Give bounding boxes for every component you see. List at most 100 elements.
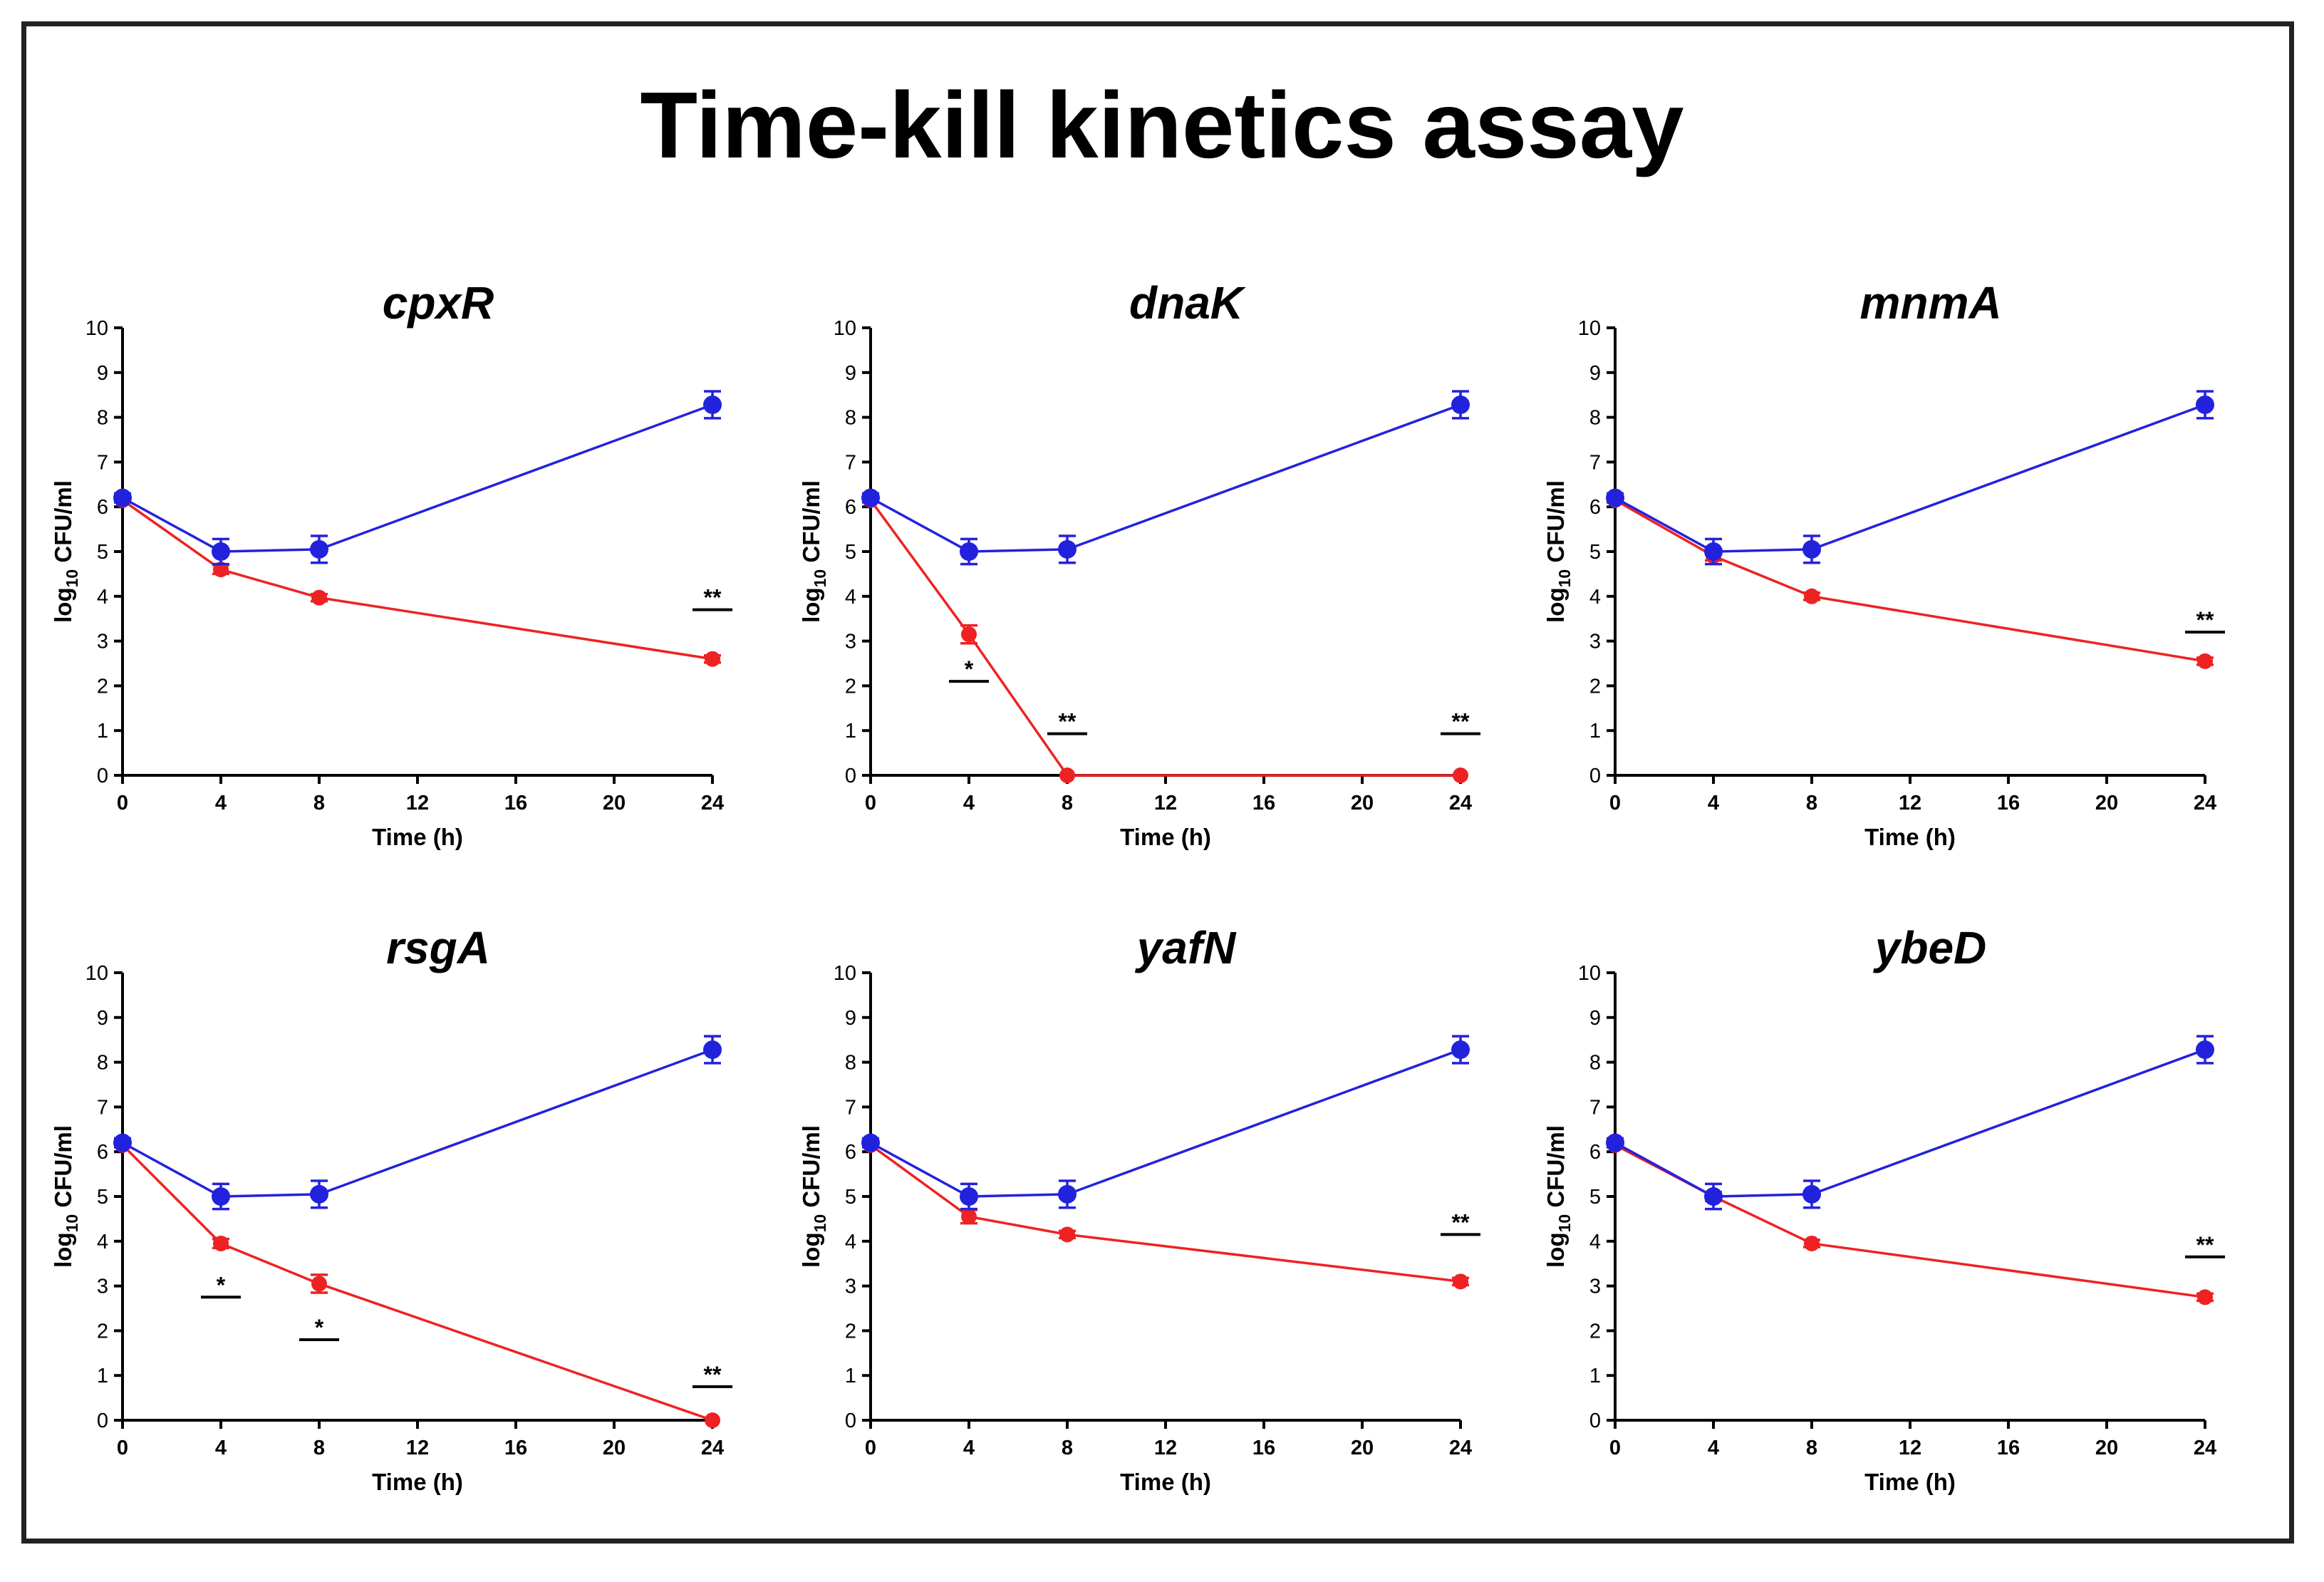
series-line-red [121, 1144, 713, 1422]
y-axis-label-suffix: CFU/ml [50, 1125, 76, 1214]
data-point-red [705, 1412, 720, 1428]
y-axis-label-subscript: 10 [811, 1214, 829, 1233]
y-tick-label: 9 [845, 362, 856, 385]
y-tick-label: 1 [845, 1365, 856, 1387]
data-point-red [213, 1235, 229, 1251]
y-tick-label: 2 [1589, 675, 1601, 698]
series-line-red [121, 499, 713, 661]
data-point-blue [1606, 488, 1624, 507]
x-tick-label: 24 [2194, 792, 2216, 815]
chart-panel-dnak: dnaK 0 1 2 3 4 5 6 7 8 9 10 0 4 8 12 16 20 24 Time (h) log1… [798, 267, 1525, 850]
y-tick-label: 7 [845, 1096, 856, 1119]
x-tick-label: 0 [865, 792, 876, 815]
y-tick-label: 2 [1589, 1320, 1601, 1343]
y-tick-label: 8 [1589, 407, 1601, 430]
y-tick-label: 4 [97, 586, 108, 609]
y-tick-label: 9 [97, 1007, 108, 1030]
y-tick-label: 1 [1589, 1365, 1601, 1387]
chart-panel-ybed: ybeD 0 1 2 3 4 5 6 7 8 9 10 0 4 8 12 16 20 24 Time (h) log1… [1542, 912, 2269, 1495]
y-tick-label: 3 [1589, 631, 1601, 653]
y-axis-label-subscript: 10 [63, 1214, 81, 1233]
x-tick-label: 24 [2194, 1437, 2216, 1459]
significance-label: ** [1452, 1209, 1470, 1235]
y-tick-label: 9 [97, 362, 108, 385]
y-tick-label: 6 [845, 1141, 856, 1164]
x-tick-label: 8 [1806, 792, 1817, 815]
x-tick-label: 0 [117, 1437, 128, 1459]
chart-title: dnaK [1129, 277, 1243, 329]
y-axis-label: log10 CFU/ml [1542, 1125, 1574, 1268]
y-tick-label: 8 [1589, 1052, 1601, 1075]
y-axis-label: log10 CFU/ml [50, 480, 81, 623]
series-line-blue [870, 1048, 1461, 1198]
x-tick-label: 12 [1154, 1437, 1177, 1459]
x-tick-label: 20 [1351, 1437, 1374, 1459]
y-tick-label: 7 [845, 451, 856, 474]
y-tick-label: 6 [845, 496, 856, 519]
significance-label: ** [704, 1362, 722, 1387]
series-line-red [1614, 1144, 2206, 1299]
significance-label: ** [1059, 709, 1077, 735]
y-tick-label: 5 [1589, 1186, 1601, 1209]
x-tick-label: 4 [1708, 792, 1719, 815]
series-line-red [1614, 499, 2206, 663]
y-tick-label: 4 [845, 586, 856, 609]
chart-panel-cpxr: cpxR 0 1 2 3 4 5 6 7 8 9 10 0 4 8 12 16 20 24 Time (h) log1… [50, 267, 777, 850]
y-tick-label: 2 [97, 1320, 108, 1343]
y-tick-label: 7 [97, 1096, 108, 1119]
data-point-blue [1058, 1184, 1077, 1204]
y-tick-label: 4 [1589, 586, 1601, 609]
y-axis-label-prefix: log [1542, 1232, 1569, 1267]
y-axis-label-prefix: log [50, 587, 76, 622]
y-tick-label: 1 [97, 1365, 108, 1387]
data-point-blue [703, 396, 722, 415]
data-point-blue [1704, 1187, 1723, 1206]
x-tick-label: 20 [603, 792, 626, 815]
x-axis-label: Time (h) [1120, 824, 1211, 850]
data-point-red [1804, 1235, 1820, 1251]
x-axis-label: Time (h) [372, 824, 463, 850]
x-axis-label: Time (h) [1864, 824, 1956, 850]
chart-title: mnmA [1859, 277, 2002, 329]
significance-label: ** [1452, 709, 1470, 735]
x-tick-label: 0 [1609, 1437, 1621, 1459]
x-tick-label: 20 [603, 1437, 626, 1459]
y-axis-label: log10 CFU/ml [1542, 480, 1574, 623]
y-tick-label: 1 [97, 720, 108, 743]
data-point-blue [310, 539, 328, 559]
x-tick-label: 4 [215, 792, 227, 815]
y-tick-label: 10 [834, 317, 856, 340]
data-point-blue [861, 488, 880, 507]
x-tick-label: 12 [406, 1437, 429, 1459]
x-tick-label: 16 [1997, 792, 2020, 815]
data-point-blue [310, 1184, 328, 1204]
data-point-blue [1802, 539, 1821, 559]
data-point-red [705, 651, 720, 667]
data-point-red [1453, 1273, 1468, 1290]
x-tick-label: 16 [504, 792, 527, 815]
series-line-blue [1614, 403, 2206, 553]
y-tick-label: 10 [85, 962, 108, 985]
y-axis-label-subscript: 10 [1555, 1214, 1574, 1233]
y-tick-label: 2 [97, 675, 108, 698]
y-tick-label: 4 [845, 1231, 856, 1253]
y-axis-label: log10 CFU/ml [798, 1125, 829, 1268]
y-tick-label: 5 [845, 1186, 856, 1209]
y-tick-label: 5 [845, 541, 856, 564]
data-point-red [2197, 653, 2213, 669]
y-tick-label: 3 [1589, 1276, 1601, 1298]
x-tick-label: 16 [1997, 1437, 2020, 1459]
x-tick-label: 24 [1449, 792, 1472, 815]
y-axis-label-suffix: CFU/ml [798, 1125, 824, 1214]
x-tick-label: 12 [1899, 1437, 1921, 1459]
y-tick-label: 8 [845, 1052, 856, 1075]
chart-title: rsgA [386, 922, 490, 973]
y-tick-label: 5 [1589, 541, 1601, 564]
x-tick-label: 12 [406, 792, 429, 815]
y-tick-label: 0 [1589, 1410, 1601, 1432]
y-tick-label: 4 [97, 1231, 108, 1253]
series-line-blue [122, 1048, 713, 1198]
data-point-blue [1802, 1184, 1821, 1204]
data-point-blue [1704, 542, 1723, 561]
